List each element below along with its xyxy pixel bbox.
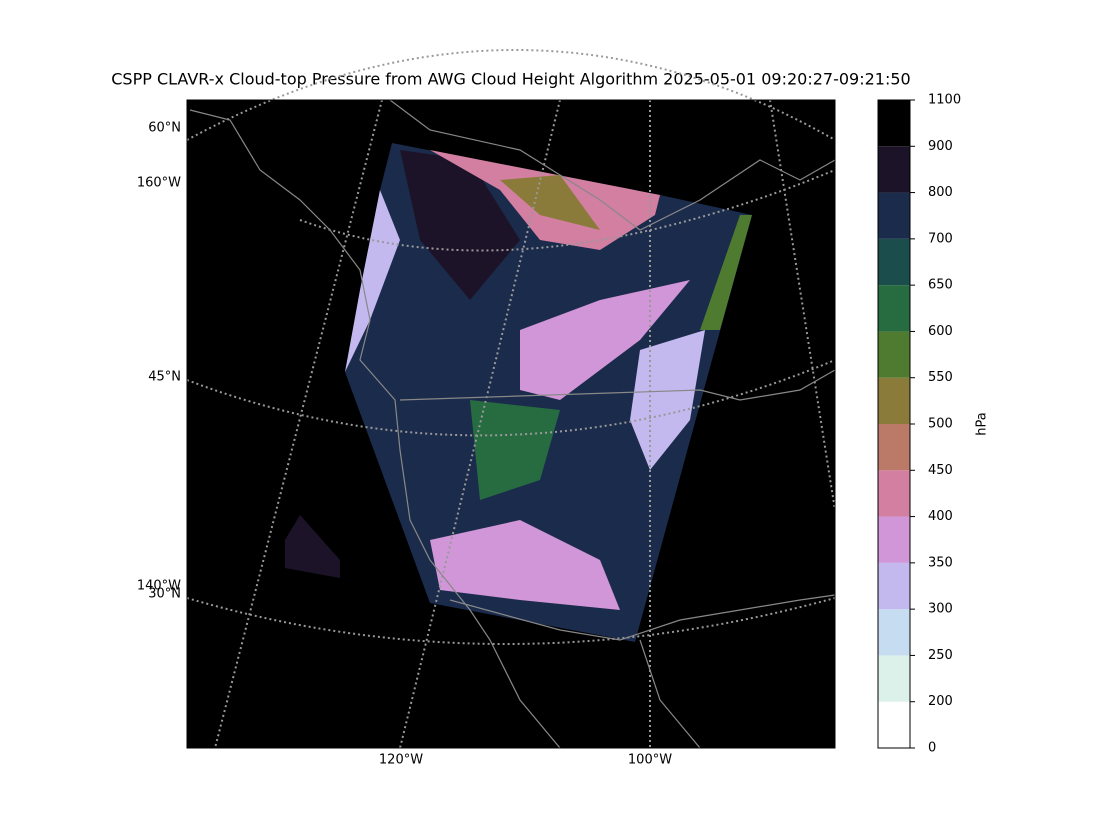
cloud-region bbox=[500, 175, 600, 230]
cloud-region bbox=[400, 150, 520, 300]
cloud-region bbox=[285, 515, 340, 578]
colorbar-tick-label: 900 bbox=[928, 139, 953, 154]
colorbar-segment bbox=[878, 470, 910, 517]
border bbox=[449, 594, 836, 641]
cloud-region bbox=[700, 215, 752, 330]
lat-label: 45°N bbox=[148, 370, 181, 385]
colorbar-segment bbox=[878, 701, 910, 748]
colorbar-segment bbox=[878, 424, 910, 471]
cloud-region bbox=[520, 280, 690, 400]
coastline bbox=[189, 109, 561, 749]
cloud-region bbox=[345, 190, 400, 372]
colorbar-tick-label: 600 bbox=[928, 324, 953, 339]
colorbar-tick-label: 1100 bbox=[928, 93, 961, 108]
colorbar-tick-label: 550 bbox=[928, 370, 953, 385]
lon-label: 120°W bbox=[379, 753, 423, 768]
cloud-region bbox=[430, 520, 620, 610]
map-title: CSPP CLAVR-x Cloud-top Pressure from AWG… bbox=[111, 70, 910, 89]
colorbar-segment bbox=[878, 192, 910, 239]
colorbar-segment bbox=[878, 516, 910, 563]
cloud-region bbox=[630, 330, 705, 470]
lon-label: 100°W bbox=[628, 753, 672, 768]
graticule bbox=[186, 359, 836, 437]
colorbar-segment bbox=[878, 331, 910, 378]
colorbar-tick-label: 450 bbox=[928, 463, 953, 478]
border bbox=[399, 369, 836, 401]
graticule bbox=[399, 99, 561, 749]
lat-label: 60°N bbox=[148, 121, 181, 136]
map-panel: 60°N 45°N 30°N 160°W 140°W 120°W 100°W bbox=[137, 49, 836, 768]
lon-label: 160°W bbox=[137, 176, 181, 191]
colorbar-segment bbox=[878, 285, 910, 332]
colorbar-tick-label: 500 bbox=[928, 417, 953, 432]
colorbar-tick-label: 400 bbox=[928, 509, 953, 524]
graticule bbox=[299, 169, 836, 252]
colorbar-segment bbox=[878, 377, 910, 424]
colorbar-tick-label: 0 bbox=[928, 741, 936, 756]
colorbar-segment bbox=[878, 562, 910, 610]
colorbar-tick-label: 250 bbox=[928, 648, 953, 663]
colorbar-segment bbox=[878, 238, 910, 286]
cloud-region bbox=[470, 400, 560, 500]
graticule bbox=[769, 99, 836, 511]
lon-label: 140°W bbox=[137, 579, 181, 594]
colorbar-tick-label: 300 bbox=[928, 602, 953, 617]
colorbar-tick-label: 800 bbox=[928, 185, 953, 200]
colorbar-segment bbox=[878, 609, 910, 656]
coastline bbox=[389, 99, 836, 231]
colorbar-label: hPa bbox=[975, 412, 990, 435]
graticule bbox=[186, 597, 836, 645]
colorbar-tick-label: 650 bbox=[928, 278, 953, 293]
colorbar-tick-label: 350 bbox=[928, 555, 953, 570]
map-frame bbox=[186, 99, 836, 749]
coastline bbox=[639, 639, 701, 749]
colorbar-segment bbox=[878, 655, 910, 702]
graticule bbox=[214, 99, 383, 749]
colorbar-tick-label: 700 bbox=[928, 231, 953, 246]
lat-label: 30°N bbox=[148, 587, 181, 602]
colorbar-segment bbox=[878, 100, 910, 147]
colorbar: 0 200 250 300 350 400 450 500 550 600 650 700 800 900… bbox=[877, 93, 961, 756]
colorbar-tick-label: 200 bbox=[928, 694, 953, 709]
colorbar-segment bbox=[878, 146, 910, 193]
